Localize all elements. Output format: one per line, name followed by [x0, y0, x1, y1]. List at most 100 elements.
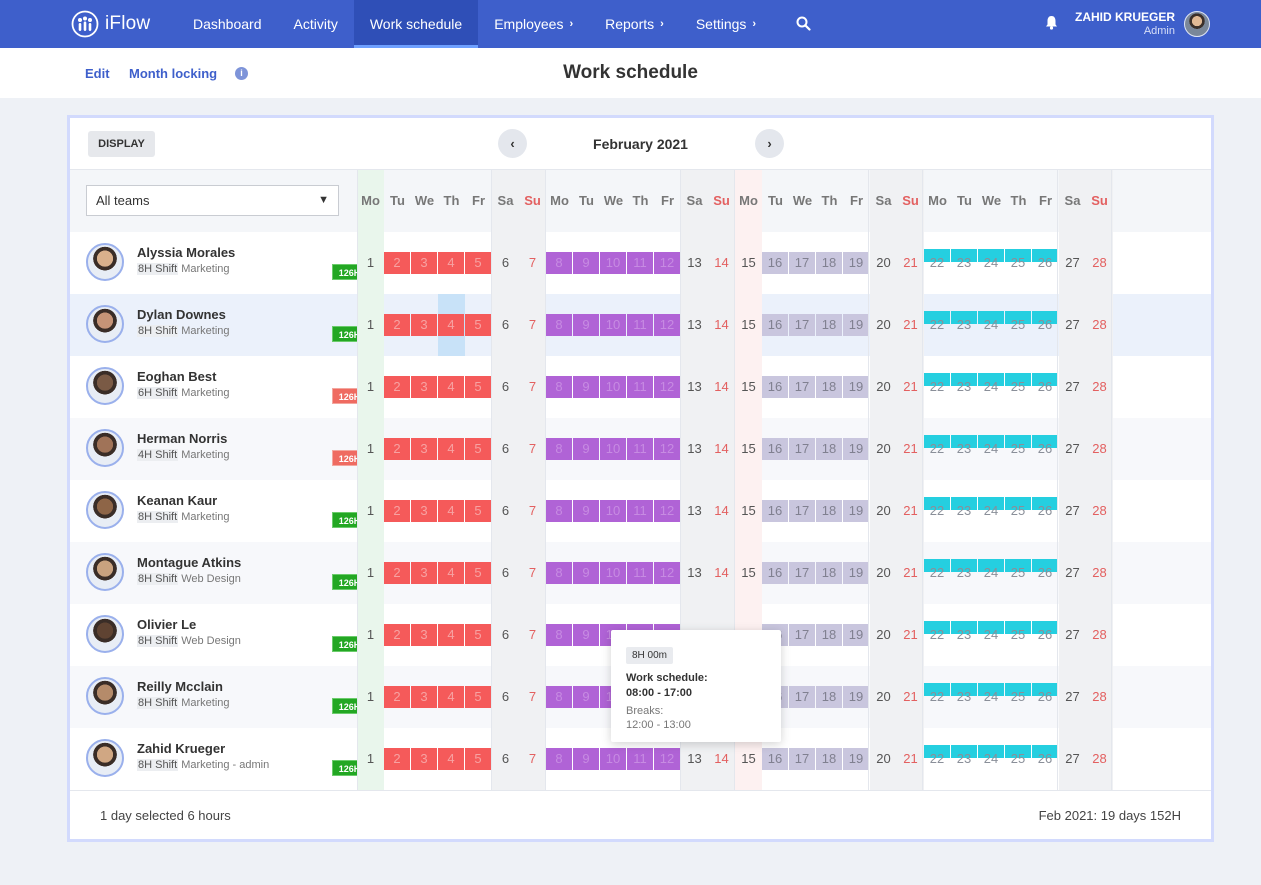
day-cell[interactable]: 22: [924, 232, 951, 294]
shift-block[interactable]: 19: [843, 624, 869, 646]
shift-block[interactable]: 5: [465, 438, 491, 460]
day-cell[interactable]: 8: [546, 604, 573, 666]
shift-block[interactable]: 24: [978, 559, 1004, 580]
shift-block[interactable]: 8: [546, 562, 572, 584]
day-cell[interactable]: 16: [762, 542, 789, 604]
day-cell[interactable]: 18: [816, 542, 843, 604]
day-cell[interactable]: 21: [897, 728, 924, 790]
shift-block[interactable]: 18: [816, 314, 842, 336]
day-cell[interactable]: 4: [438, 418, 465, 480]
day-cell[interactable]: 23: [951, 666, 978, 728]
day-cell[interactable]: 16: [762, 418, 789, 480]
day-cell[interactable]: 11: [627, 542, 654, 604]
day-cell[interactable]: 15: [735, 418, 762, 480]
day-cell[interactable]: 28: [1086, 356, 1113, 418]
shift-block[interactable]: 17: [789, 624, 815, 646]
day-cell[interactable]: 5: [465, 356, 492, 418]
shift-block[interactable]: 4: [438, 314, 464, 336]
day-cell[interactable]: 2: [384, 542, 411, 604]
shift-block[interactable]: 4: [438, 252, 464, 274]
day-cell[interactable]: 22: [924, 604, 951, 666]
shift-block[interactable]: 22: [924, 745, 950, 766]
day-cell[interactable]: 26: [1032, 418, 1059, 480]
shift-block[interactable]: 12: [654, 376, 680, 398]
day-cell[interactable]: 5: [465, 728, 492, 790]
shift-block[interactable]: 10: [600, 314, 626, 336]
shift-block[interactable]: 25: [1005, 249, 1031, 270]
day-cell[interactable]: 22: [924, 294, 951, 356]
shift-block[interactable]: 22: [924, 435, 950, 456]
day-cell[interactable]: 14: [708, 418, 735, 480]
day-cell[interactable]: 25: [1005, 666, 1032, 728]
shift-block[interactable]: 8: [546, 624, 572, 646]
day-cell[interactable]: 9: [573, 666, 600, 728]
day-cell[interactable]: 10: [600, 480, 627, 542]
day-cell[interactable]: 4: [438, 542, 465, 604]
day-cell[interactable]: 10: [600, 728, 627, 790]
day-cell[interactable]: 25: [1005, 604, 1032, 666]
shift-block[interactable]: 26: [1032, 373, 1058, 394]
shift-block[interactable]: 18: [816, 438, 842, 460]
shift-block[interactable]: 19: [843, 748, 869, 770]
day-cell[interactable]: 2: [384, 666, 411, 728]
day-cell[interactable]: 3: [411, 604, 438, 666]
shift-block[interactable]: 18: [816, 624, 842, 646]
shift-block[interactable]: 17: [789, 500, 815, 522]
app-logo[interactable]: iFlow: [71, 9, 150, 39]
chevron-left-icon[interactable]: ‹: [498, 129, 527, 158]
shift-block[interactable]: 18: [816, 376, 842, 398]
display-button[interactable]: DISPLAY: [88, 131, 155, 157]
shift-block[interactable]: 19: [843, 686, 869, 708]
day-cell[interactable]: 28: [1086, 542, 1113, 604]
day-cell[interactable]: 17: [789, 356, 816, 418]
day-cell[interactable]: 8: [546, 666, 573, 728]
day-cell[interactable]: 17: [789, 604, 816, 666]
day-cell[interactable]: 19: [843, 604, 870, 666]
shift-block[interactable]: 12: [654, 314, 680, 336]
shift-block[interactable]: 23: [951, 559, 977, 580]
day-cell[interactable]: 1: [357, 604, 384, 666]
shift-block[interactable]: 9: [573, 624, 599, 646]
employee-cell[interactable]: Montague Atkins 8H Shift Web Design 126H: [86, 553, 367, 593]
shift-block[interactable]: 8: [546, 438, 572, 460]
day-cell[interactable]: 11: [627, 294, 654, 356]
shift-block[interactable]: 3: [411, 438, 437, 460]
bell-icon[interactable]: [1045, 15, 1058, 35]
edit-link[interactable]: Edit: [85, 66, 110, 81]
nav-reports[interactable]: Reports ›: [589, 0, 680, 48]
shift-block[interactable]: 23: [951, 249, 977, 270]
day-cell[interactable]: 18: [816, 480, 843, 542]
day-cell[interactable]: 25: [1005, 356, 1032, 418]
day-cell[interactable]: 17: [789, 542, 816, 604]
shift-block[interactable]: 24: [978, 683, 1004, 704]
day-cell[interactable]: 26: [1032, 542, 1059, 604]
shift-block[interactable]: 5: [465, 314, 491, 336]
employee-cell[interactable]: Reilly Mcclain 8H Shift Marketing 126H: [86, 677, 367, 717]
shift-block[interactable]: 5: [465, 500, 491, 522]
shift-block[interactable]: 26: [1032, 249, 1058, 270]
day-cell[interactable]: 12: [654, 418, 681, 480]
day-cell[interactable]: 26: [1032, 666, 1059, 728]
shift-block[interactable]: 22: [924, 683, 950, 704]
day-cell[interactable]: 28: [1086, 728, 1113, 790]
shift-block[interactable]: 22: [924, 497, 950, 518]
day-cell[interactable]: 24: [978, 480, 1005, 542]
day-cell[interactable]: 12: [654, 480, 681, 542]
shift-block[interactable]: 26: [1032, 311, 1058, 332]
day-cell[interactable]: 11: [627, 480, 654, 542]
day-cell[interactable]: 3: [411, 728, 438, 790]
shift-block[interactable]: 5: [465, 624, 491, 646]
shift-block[interactable]: 9: [573, 376, 599, 398]
day-cell[interactable]: 28: [1086, 480, 1113, 542]
day-cell[interactable]: 15: [735, 480, 762, 542]
shift-block[interactable]: 26: [1032, 745, 1058, 766]
shift-block[interactable]: 3: [411, 562, 437, 584]
shift-block[interactable]: 2: [384, 252, 410, 274]
day-cell[interactable]: 8: [546, 294, 573, 356]
info-icon[interactable]: i: [235, 67, 248, 80]
day-cell[interactable]: 27: [1059, 294, 1086, 356]
shift-block[interactable]: 18: [816, 500, 842, 522]
day-cell[interactable]: 9: [573, 294, 600, 356]
shift-block[interactable]: 17: [789, 376, 815, 398]
day-cell[interactable]: 2: [384, 294, 411, 356]
